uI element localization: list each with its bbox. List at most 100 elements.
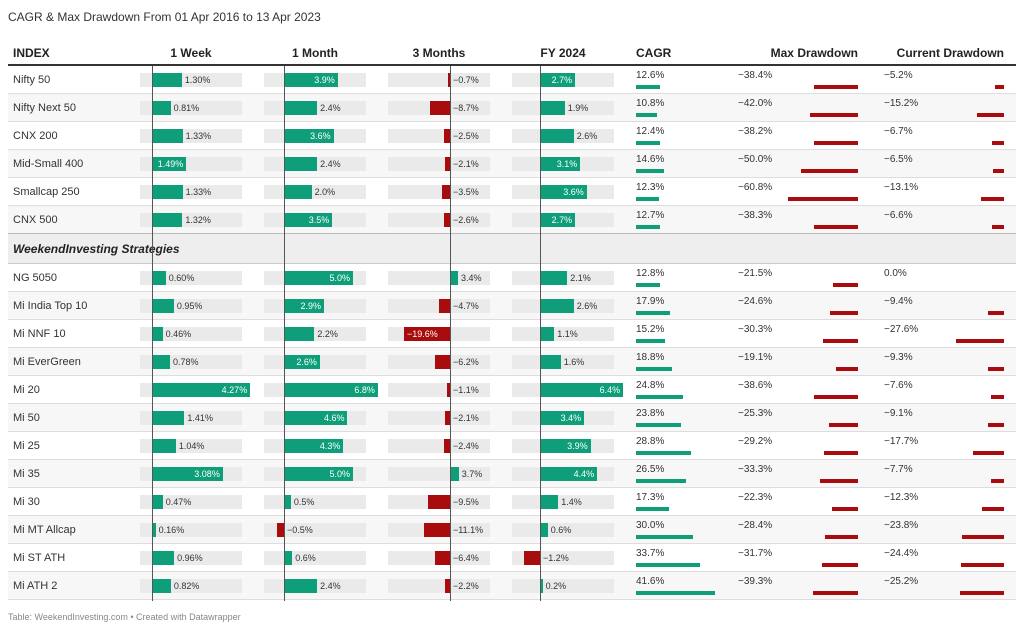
cell-w1: 0.81% xyxy=(130,94,252,122)
current-drawdown-value: −13.1% xyxy=(884,182,919,193)
max-drawdown-value: −38.3% xyxy=(738,210,773,221)
cell-m3: 3.7% xyxy=(378,460,500,488)
value-label-m3: −2.4% xyxy=(453,441,479,451)
cell-fy: 2.6% xyxy=(502,292,624,320)
current-drawdown-value: −12.3% xyxy=(884,492,919,503)
value-label-fy: 2.7% xyxy=(551,75,573,85)
bar-m1 xyxy=(284,467,353,481)
cell-m1: 6.8% xyxy=(254,376,378,404)
value-label-fy: 6.4% xyxy=(599,385,621,395)
bar-fy xyxy=(540,383,624,397)
table-row: CNX 500 1.32% 3.5% −2.6% 2.7% 12.7% −38.3% −6.6… xyxy=(8,206,1016,234)
value-label-w1: 0.96% xyxy=(177,553,203,563)
bar-track xyxy=(388,411,490,425)
cell-m1: 2.4% xyxy=(254,572,376,600)
cagr-value: 33.7% xyxy=(636,548,665,559)
bar-m3 xyxy=(444,439,450,453)
value-label-fy: 2.6% xyxy=(576,301,598,311)
current-drawdown-value: −6.7% xyxy=(884,126,913,137)
current-drawdown-value: −5.2% xyxy=(884,70,913,81)
value-label-m1: 0.5% xyxy=(293,497,315,507)
current-drawdown-bar xyxy=(959,591,1004,595)
cagr-bar xyxy=(636,85,660,89)
bar-fy xyxy=(540,467,598,481)
value-label-m1: 4.3% xyxy=(319,441,341,451)
cell-fy: 3.4% xyxy=(502,404,624,432)
current-drawdown-value: −17.7% xyxy=(884,436,919,447)
cell-fy: 3.6% xyxy=(502,178,624,206)
table-row: NG 5050 0.60% 5.0% 3.4% 2.1% 12.8% −21.5% 0.0% xyxy=(8,264,1016,292)
cell-w1: 0.95% xyxy=(130,292,252,320)
cell-m1: 2.4% xyxy=(254,150,376,178)
value-label-m3: −2.5% xyxy=(453,131,479,141)
current-drawdown-bar xyxy=(990,395,1004,399)
cagr-value: 41.6% xyxy=(636,576,665,587)
value-label-fy: 1.9% xyxy=(567,103,589,113)
cell-m3: −2.2% xyxy=(378,572,500,600)
bar-track xyxy=(388,213,490,227)
cell-m1: 2.0% xyxy=(254,178,376,206)
column-header-5: CAGR xyxy=(636,46,672,60)
value-label-fy: −1.2% xyxy=(543,553,569,563)
value-label-w1: 3.08% xyxy=(194,469,220,479)
cell-fy: 3.9% xyxy=(502,432,624,460)
table-row: Mi ATH 2 0.82% 2.4% −2.2% 0.2% 41.6% −39.3% −25… xyxy=(8,572,1016,600)
max-drawdown-bar xyxy=(833,283,858,287)
cell-m3: −2.5% xyxy=(378,122,500,150)
cell-w1: 3.08% xyxy=(130,460,252,488)
bar-m1 xyxy=(284,299,325,313)
row-name: Mi 20 xyxy=(13,384,40,396)
bar-w1 xyxy=(152,157,187,171)
bar-m1 xyxy=(284,411,348,425)
value-label-w1: 1.33% xyxy=(185,131,212,141)
bar-w1 xyxy=(152,73,182,87)
cell-fy: 2.7% xyxy=(502,66,624,94)
max-drawdown-value: −38.6% xyxy=(738,380,773,391)
value-label-fy: 2.6% xyxy=(576,131,598,141)
current-drawdown-bar xyxy=(955,339,1004,343)
bar-track xyxy=(388,383,490,397)
bar-w1 xyxy=(152,129,183,143)
current-drawdown-bar xyxy=(961,563,1004,567)
value-label-w1: 4.27% xyxy=(221,385,248,395)
value-label-m1: 2.4% xyxy=(320,159,341,169)
value-label-fy: 1.6% xyxy=(563,357,585,367)
bar-track xyxy=(512,495,614,509)
bar-m3 xyxy=(450,467,459,481)
current-drawdown-bar xyxy=(981,197,1004,201)
cell-m1: 5.0% xyxy=(254,264,376,292)
bar-m1 xyxy=(284,129,334,143)
performance-table: INDEX 1 Week 1 Month 3 Months FY 2024 CAGR Max… xyxy=(8,40,1016,601)
bar-w1 xyxy=(152,411,185,425)
bar-track xyxy=(388,73,490,87)
column-header-4: FY 2024 xyxy=(540,46,586,60)
value-label-w1: 1.04% xyxy=(178,441,205,451)
max-drawdown-bar xyxy=(800,169,858,173)
current-drawdown-bar xyxy=(973,451,1004,455)
cell-m3: −2.6% xyxy=(378,206,500,234)
current-drawdown-value: −6.5% xyxy=(884,154,913,165)
cagr-value: 14.6% xyxy=(636,154,665,165)
value-label-m1: 3.9% xyxy=(314,75,335,85)
cagr-bar xyxy=(636,507,669,511)
cell-m3: −11.1% xyxy=(378,516,500,544)
cagr-value: 18.8% xyxy=(636,352,665,363)
bar-w1 xyxy=(152,439,176,453)
bar-m3 xyxy=(403,327,450,341)
cell-w1: 0.82% xyxy=(130,572,252,600)
cell-m1: 2.9% xyxy=(254,292,376,320)
value-label-m1: −0.5% xyxy=(287,525,313,535)
cagr-bar xyxy=(636,591,716,595)
bar-track xyxy=(388,579,490,593)
bar-track xyxy=(140,495,242,509)
cell-w1: 0.47% xyxy=(130,488,252,516)
cagr-value: 12.4% xyxy=(636,126,665,137)
bar-w1 xyxy=(152,213,183,227)
bar-m3 xyxy=(443,213,450,227)
cell-fy: 0.2% xyxy=(502,572,624,600)
max-drawdown-value: −33.3% xyxy=(738,464,773,475)
column-header-1: 1 Week xyxy=(170,46,212,60)
value-label-fy: 1.4% xyxy=(561,497,582,507)
bar-m1 xyxy=(284,355,320,369)
max-drawdown-value: −60.8% xyxy=(738,182,773,193)
